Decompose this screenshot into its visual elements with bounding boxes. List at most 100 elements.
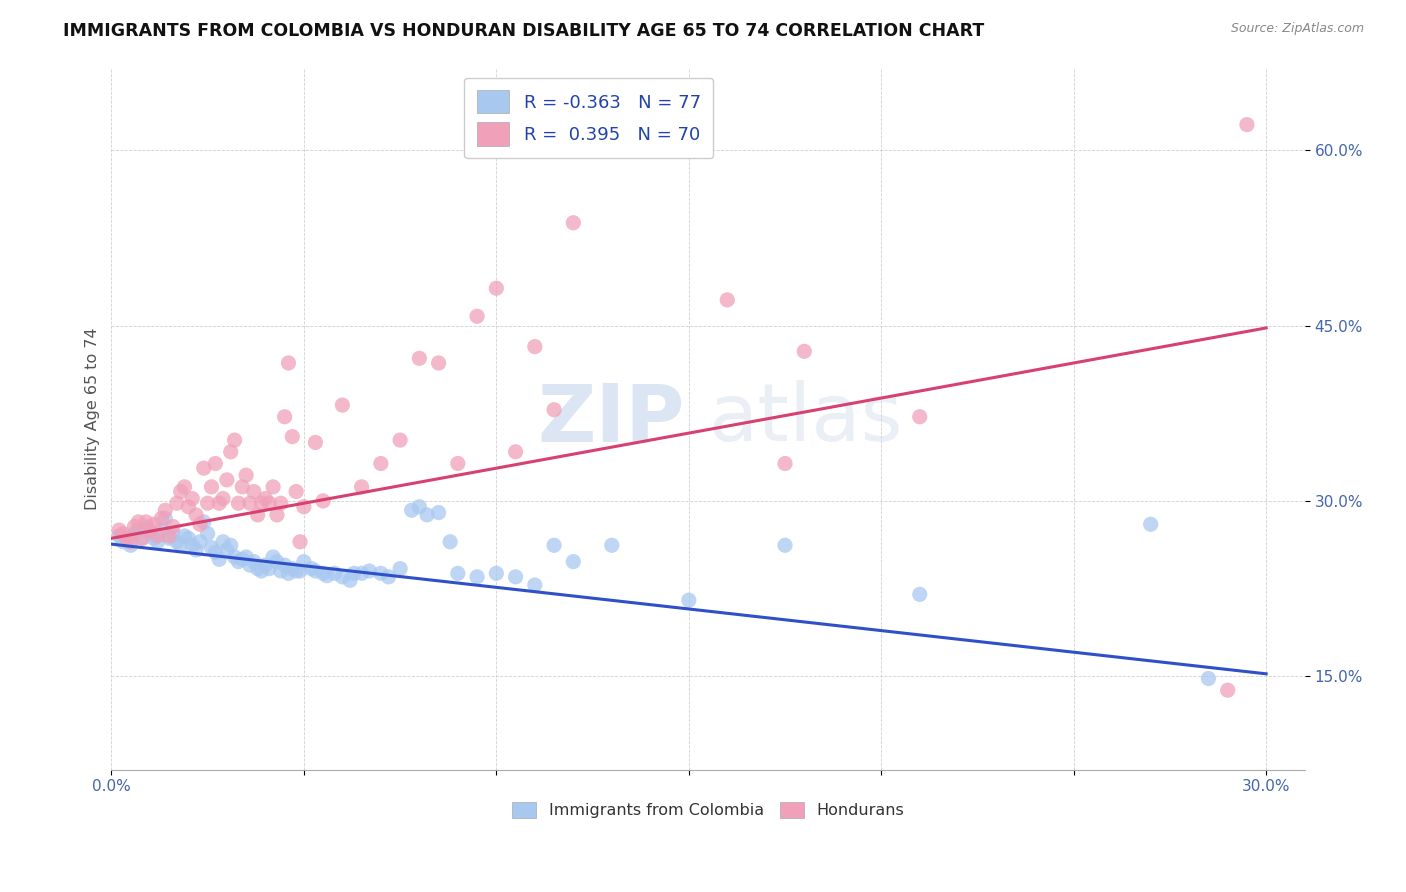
Point <box>204 545 226 559</box>
Point <box>312 494 335 508</box>
Point <box>323 566 346 581</box>
Point <box>200 541 222 555</box>
Point <box>270 564 292 578</box>
Point <box>447 566 470 581</box>
Point <box>231 552 253 566</box>
Text: Source: ZipAtlas.com: Source: ZipAtlas.com <box>1230 22 1364 36</box>
Point <box>543 402 565 417</box>
Point <box>124 526 146 541</box>
Point <box>312 566 335 581</box>
Point <box>254 491 277 506</box>
Point <box>246 508 269 522</box>
Text: IMMIGRANTS FROM COLOMBIA VS HONDURAN DISABILITY AGE 65 TO 74 CORRELATION CHART: IMMIGRANTS FROM COLOMBIA VS HONDURAN DIS… <box>63 22 984 40</box>
Point <box>773 538 796 552</box>
Point <box>146 529 169 543</box>
Point <box>150 523 173 537</box>
Point <box>793 344 815 359</box>
Point <box>439 534 461 549</box>
Point <box>505 445 527 459</box>
Point <box>162 519 184 533</box>
Text: ZIP: ZIP <box>537 380 685 458</box>
Point <box>219 445 242 459</box>
Point <box>162 526 184 541</box>
Point <box>188 517 211 532</box>
Point <box>166 496 188 510</box>
Point <box>170 484 193 499</box>
Point <box>155 511 177 525</box>
Point <box>135 515 157 529</box>
Point <box>224 433 246 447</box>
Point <box>177 500 200 514</box>
Point <box>465 310 488 324</box>
Point <box>273 558 295 573</box>
Point <box>523 340 546 354</box>
Point <box>243 484 266 499</box>
Point <box>246 562 269 576</box>
Point <box>120 538 142 552</box>
Point <box>170 538 193 552</box>
Point <box>142 517 165 532</box>
Point <box>124 519 146 533</box>
Point <box>401 503 423 517</box>
Point <box>281 429 304 443</box>
Legend: Immigrants from Colombia, Hondurans: Immigrants from Colombia, Hondurans <box>506 796 911 825</box>
Point <box>177 531 200 545</box>
Point <box>208 496 231 510</box>
Point <box>208 552 231 566</box>
Point <box>188 534 211 549</box>
Point <box>288 534 311 549</box>
Point <box>131 531 153 545</box>
Point <box>908 409 931 424</box>
Point <box>285 564 308 578</box>
Point <box>131 531 153 545</box>
Point <box>447 457 470 471</box>
Point <box>285 484 308 499</box>
Point <box>193 461 215 475</box>
Point <box>108 529 131 543</box>
Point <box>332 570 354 584</box>
Point <box>212 534 235 549</box>
Point <box>139 523 162 537</box>
Point <box>678 593 700 607</box>
Point <box>1197 672 1219 686</box>
Point <box>266 555 288 569</box>
Text: atlas: atlas <box>709 380 903 458</box>
Point <box>301 562 323 576</box>
Point <box>277 566 299 581</box>
Point <box>224 549 246 564</box>
Point <box>343 566 366 581</box>
Point <box>408 351 430 366</box>
Point <box>235 468 257 483</box>
Point <box>304 564 326 578</box>
Point <box>370 566 392 581</box>
Point <box>215 473 238 487</box>
Point <box>254 558 277 573</box>
Point <box>281 562 304 576</box>
Point <box>1139 517 1161 532</box>
Point <box>239 496 262 510</box>
Point <box>292 555 315 569</box>
Point <box>389 562 412 576</box>
Point <box>173 529 195 543</box>
Point <box>505 570 527 584</box>
Point <box>716 293 738 307</box>
Point <box>562 555 585 569</box>
Point <box>184 543 207 558</box>
Point <box>288 564 311 578</box>
Point <box>150 511 173 525</box>
Point <box>250 496 273 510</box>
Point <box>215 543 238 558</box>
Point <box>157 529 180 543</box>
Point <box>543 538 565 552</box>
Point <box>408 500 430 514</box>
Point <box>239 558 262 573</box>
Point <box>115 531 138 545</box>
Point <box>273 409 295 424</box>
Point <box>262 549 284 564</box>
Point <box>193 515 215 529</box>
Point <box>523 578 546 592</box>
Point <box>146 534 169 549</box>
Point <box>184 508 207 522</box>
Point <box>350 480 373 494</box>
Point <box>200 480 222 494</box>
